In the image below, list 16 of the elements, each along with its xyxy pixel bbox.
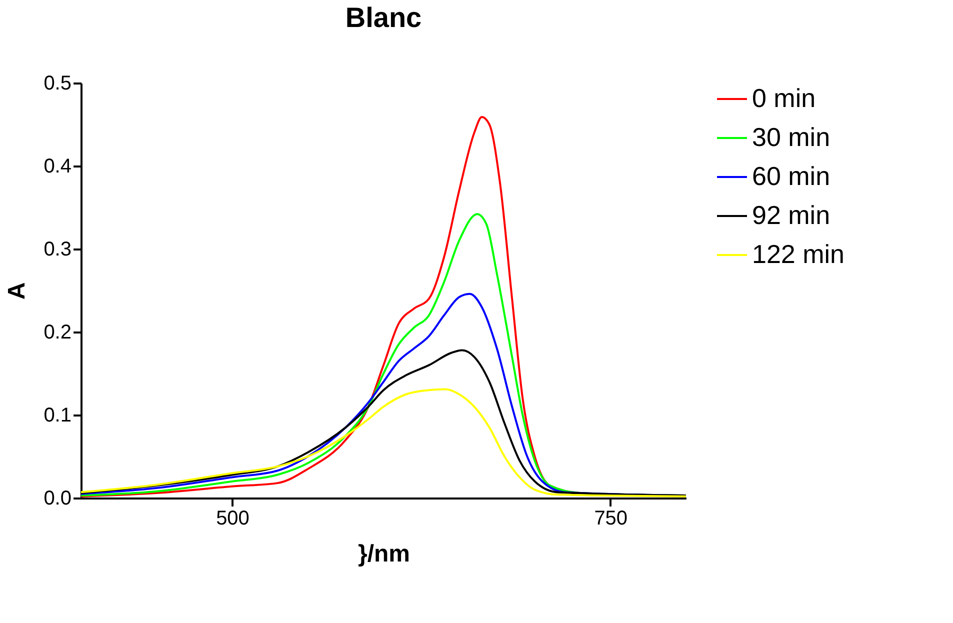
- y-tick-label: 0.3: [44, 238, 72, 260]
- y-tick-label: 0.2: [44, 322, 72, 344]
- chart-title: Blanc: [345, 2, 422, 33]
- x-tick-label: 500: [216, 508, 250, 530]
- legend-label: 92 min: [752, 200, 830, 230]
- x-axis-title: }/nm: [358, 540, 410, 568]
- legend-label: 60 min: [752, 161, 830, 191]
- y-tick-label: 0.4: [44, 156, 72, 178]
- legend-label: 122 min: [752, 239, 844, 269]
- y-axis-title: A: [4, 282, 31, 300]
- y-tick-label: 0.5: [44, 72, 72, 94]
- y-tick-label: 0.1: [44, 404, 72, 426]
- x-tick-label: 750: [594, 508, 628, 530]
- y-tick-label: 0.0: [44, 488, 72, 510]
- legend-label: 0 min: [752, 83, 816, 113]
- legend-label: 30 min: [752, 122, 830, 152]
